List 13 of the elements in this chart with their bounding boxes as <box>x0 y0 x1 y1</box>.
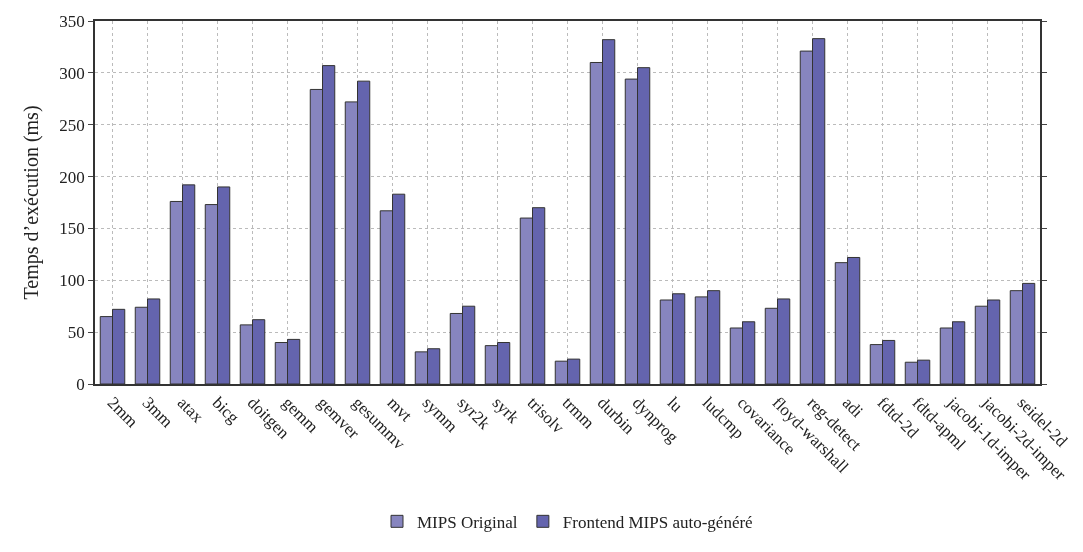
y-tick-label: 100 <box>59 271 85 291</box>
y-axis-title: Temps d’exécution (ms) <box>20 105 44 300</box>
y-tick-label: 0 <box>76 374 85 394</box>
y-tick-label: 350 <box>59 11 85 31</box>
y-tick-label: 50 <box>67 323 85 343</box>
x-tick-label: syrk <box>488 393 524 428</box>
y-tick-label: 150 <box>59 219 85 239</box>
x-tick-label: atax <box>173 393 208 427</box>
y-tick-label: 250 <box>59 115 85 135</box>
y-tick-label: 200 <box>59 167 85 187</box>
legend-label: Frontend MIPS auto-généré <box>562 512 753 532</box>
legend-label: MIPS Original <box>417 512 518 532</box>
y-tick-label: 300 <box>59 63 85 83</box>
